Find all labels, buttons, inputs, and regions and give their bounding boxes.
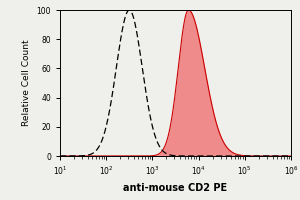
Y-axis label: Relative Cell Count: Relative Cell Count xyxy=(22,40,31,126)
X-axis label: anti-mouse CD2 PE: anti-mouse CD2 PE xyxy=(123,183,228,193)
